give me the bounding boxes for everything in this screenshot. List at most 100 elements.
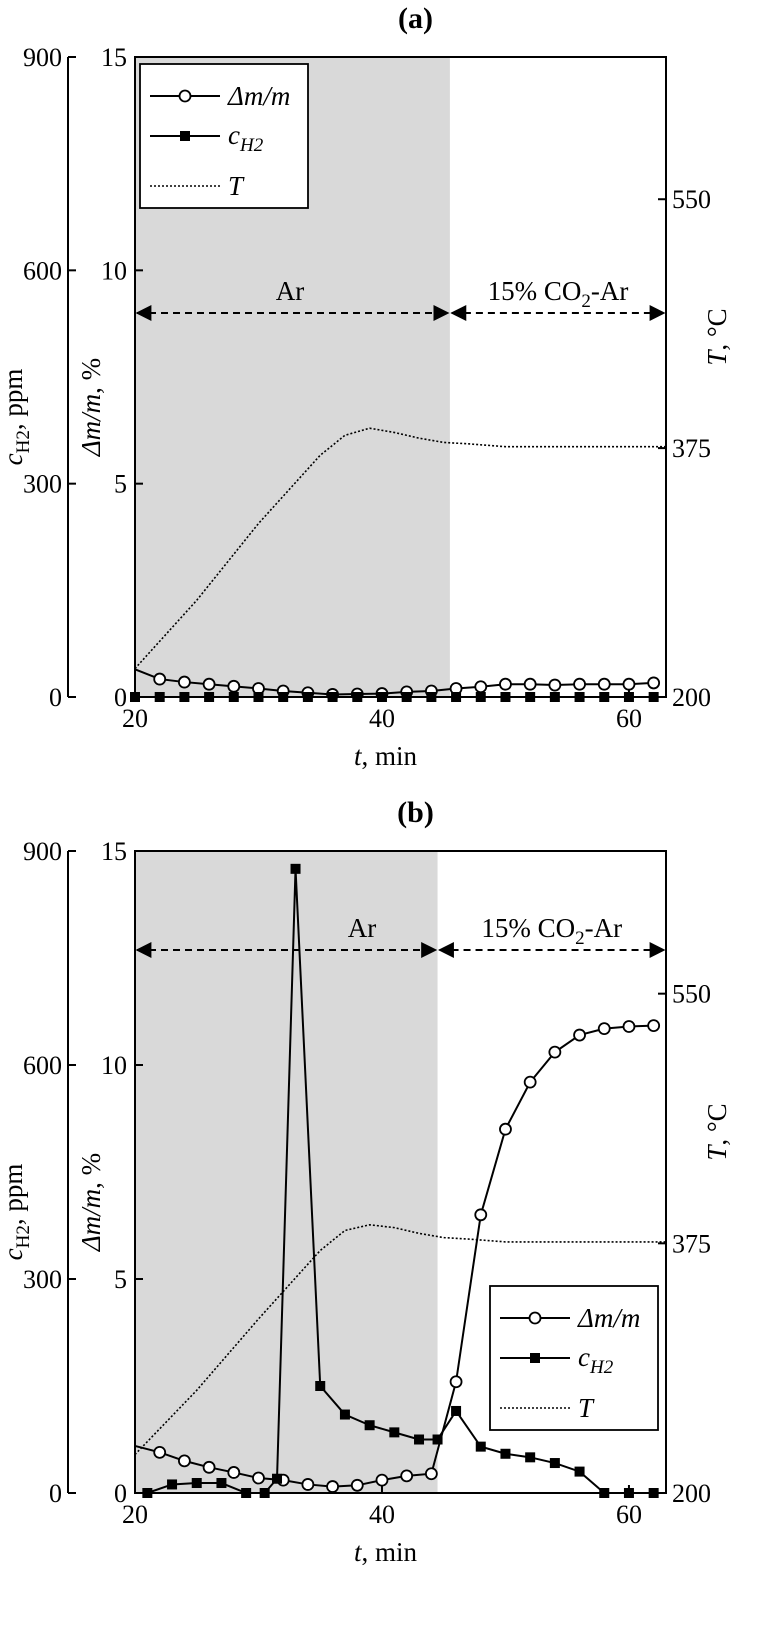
legend-text-temperature: T (578, 1393, 595, 1423)
right-tick-label: 375 (672, 434, 711, 463)
hydrogen-point (179, 692, 190, 702)
hydrogen-point (228, 692, 239, 702)
x-tick-label: 60 (616, 704, 642, 733)
mass-change-point (153, 672, 167, 686)
panel-a: (a) 0 300 600 900 0 5 10 15 200 375 550 20 40 60 A… (0, 2, 732, 771)
right-tick-label: 550 (672, 185, 711, 214)
hydrogen-point (549, 692, 560, 702)
mass-change-point (523, 677, 537, 691)
legend-marker-mass (178, 89, 192, 103)
mass-change-point (449, 1375, 463, 1389)
inner-tick-label: 0 (114, 683, 127, 712)
hydrogen-point (401, 692, 412, 702)
outer-tick-label: 300 (23, 470, 62, 499)
legend-marker-mass (528, 1311, 542, 1325)
mass-change-point (622, 677, 636, 691)
hydrogen-point (191, 1478, 202, 1489)
temperature-line (134, 1223, 666, 1456)
mass-change-point (424, 1467, 438, 1481)
mass-change-point (597, 677, 611, 691)
left-inner-axis-label: Δm/m, % (76, 358, 106, 457)
inner-tick-label: 5 (114, 1265, 127, 1294)
hydrogen-point (327, 692, 338, 702)
mass-change-point (474, 1208, 488, 1222)
region-label-co2: 15% CO2-Ar (481, 913, 622, 949)
hydrogen-point (574, 1466, 585, 1477)
hydrogen-point (253, 692, 264, 702)
left-inner-axis: 0 5 10 15 (101, 43, 143, 712)
legend-text-hydrogen: cH2 (578, 1342, 614, 1378)
x-tick-label: 60 (616, 1500, 642, 1529)
hydrogen-point (451, 1405, 462, 1416)
hydrogen-point (623, 1488, 634, 1498)
plot-frame (134, 850, 667, 1494)
mass-change-point (573, 677, 586, 691)
x-tick-label: 20 (122, 704, 148, 733)
hydrogen-point (142, 1488, 153, 1498)
right-axis: 200 375 550 (658, 185, 711, 712)
mass-change-point (326, 1480, 339, 1493)
panel-title: (a) (398, 2, 433, 35)
series-temperature (134, 1223, 666, 1456)
hydrogen-point (167, 1479, 178, 1490)
hydrogen-point (475, 1441, 486, 1452)
right-tick-label: 375 (672, 1229, 711, 1258)
mass-change-point (548, 1045, 562, 1059)
series-hydrogen (142, 863, 659, 1498)
mass-change-point (227, 679, 241, 693)
mass-change-point (350, 1478, 364, 1492)
hydrogen-point (389, 1427, 400, 1438)
hydrogen-point (364, 1420, 375, 1431)
hydrogen-point (216, 1478, 227, 1489)
hydrogen-point (574, 692, 585, 702)
inner-tick-label: 10 (101, 1051, 127, 1080)
x-tick-label: 20 (122, 1500, 148, 1529)
right-axis: 200 375 550 (658, 980, 711, 1508)
legend-text-temperature: T (228, 171, 245, 201)
hydrogen-point (376, 692, 387, 702)
mass-change-point (177, 675, 191, 689)
hydrogen-point (241, 1488, 252, 1498)
hydrogen-point (414, 1434, 425, 1445)
mass-change-point (202, 1460, 216, 1474)
mass-change-point (227, 1466, 241, 1479)
outer-tick-label: 600 (23, 256, 62, 285)
hydrogen-point (352, 692, 363, 702)
left-outer-axis: 0 300 600 900 (23, 43, 76, 712)
right-tick-label: 550 (672, 980, 711, 1009)
hydrogen-point (259, 1488, 270, 1498)
outer-tick-label: 300 (23, 1265, 62, 1294)
hydrogen-point (278, 692, 289, 702)
hydrogen-point (623, 692, 634, 702)
mass-change-point (597, 1022, 611, 1036)
mass-change-point (548, 678, 562, 692)
mass-change-point (622, 1020, 636, 1033)
mass-change-point (573, 1028, 586, 1042)
mass-change-point (499, 1122, 512, 1136)
inner-tick-label: 15 (101, 43, 127, 72)
mass-change-point (252, 1471, 265, 1485)
right-tick-label: 200 (672, 683, 711, 712)
x-axis: 20 40 60 (122, 1485, 642, 1529)
mass-change-point (177, 1454, 191, 1468)
mass-change-point (202, 677, 216, 691)
hydrogen-point (204, 692, 215, 702)
legend-text-mass: Δm/m (577, 1303, 640, 1333)
hydrogen-point (500, 692, 511, 702)
hydrogen-point (339, 1409, 350, 1420)
left-outer-axis-label: cH2, ppm (0, 1164, 34, 1261)
hydrogen-point (290, 863, 301, 874)
hydrogen-point (599, 1488, 610, 1498)
outer-tick-label: 0 (49, 683, 62, 712)
hydrogen-point (451, 692, 462, 702)
region-label-ar: Ar (348, 913, 377, 943)
series-temperature (134, 427, 666, 670)
mass-change-point (499, 677, 512, 691)
x-tick-label: 40 (369, 704, 395, 733)
left-inner-axis: 0 5 10 15 (101, 837, 143, 1508)
inner-tick-label: 5 (114, 470, 127, 499)
hydrogen-point (272, 1473, 283, 1484)
region-arrows: Ar 15% CO2-Ar (135, 276, 666, 321)
region-label-co2: 15% CO2-Ar (488, 276, 629, 312)
